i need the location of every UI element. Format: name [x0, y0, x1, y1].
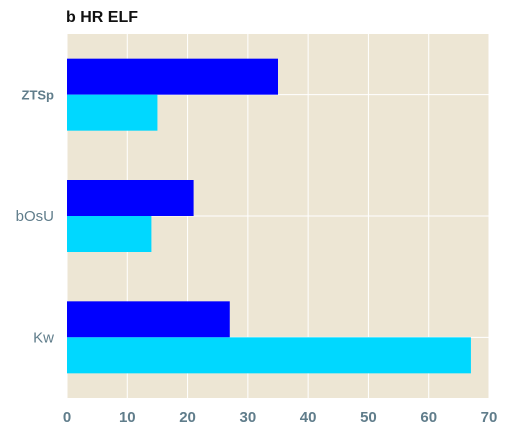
x-tick-label: 30: [240, 409, 257, 426]
x-tick-label: 20: [179, 409, 196, 426]
bar-ztsp-series-1: [67, 58, 278, 95]
bar-kw-series-2: [67, 337, 471, 374]
y-tick-label: bOsU: [16, 208, 54, 225]
y-tick-label: Kw: [33, 329, 54, 346]
chart-title: b HR ELF: [66, 9, 138, 26]
bar-bosu-series-1: [67, 180, 194, 216]
x-tick-label: 40: [300, 409, 317, 426]
x-tick-label: 0: [63, 409, 71, 426]
bar-ztsp-series-2: [67, 94, 158, 131]
bar-bosu-series-2: [67, 216, 152, 252]
bars: [67, 58, 471, 374]
x-tick-label: 50: [360, 409, 377, 426]
x-tick-label: 70: [481, 409, 498, 426]
x-tick-label: 10: [119, 409, 136, 426]
bar-kw-series-1: [67, 301, 230, 338]
x-tick-label: 60: [420, 409, 437, 426]
x-axis-ticks: 0 10 20 30 40 50 60 70: [63, 409, 498, 426]
y-tick-label: ZTSp: [22, 88, 55, 103]
y-axis-ticks: ZTSp bOsU Kw: [16, 88, 55, 347]
